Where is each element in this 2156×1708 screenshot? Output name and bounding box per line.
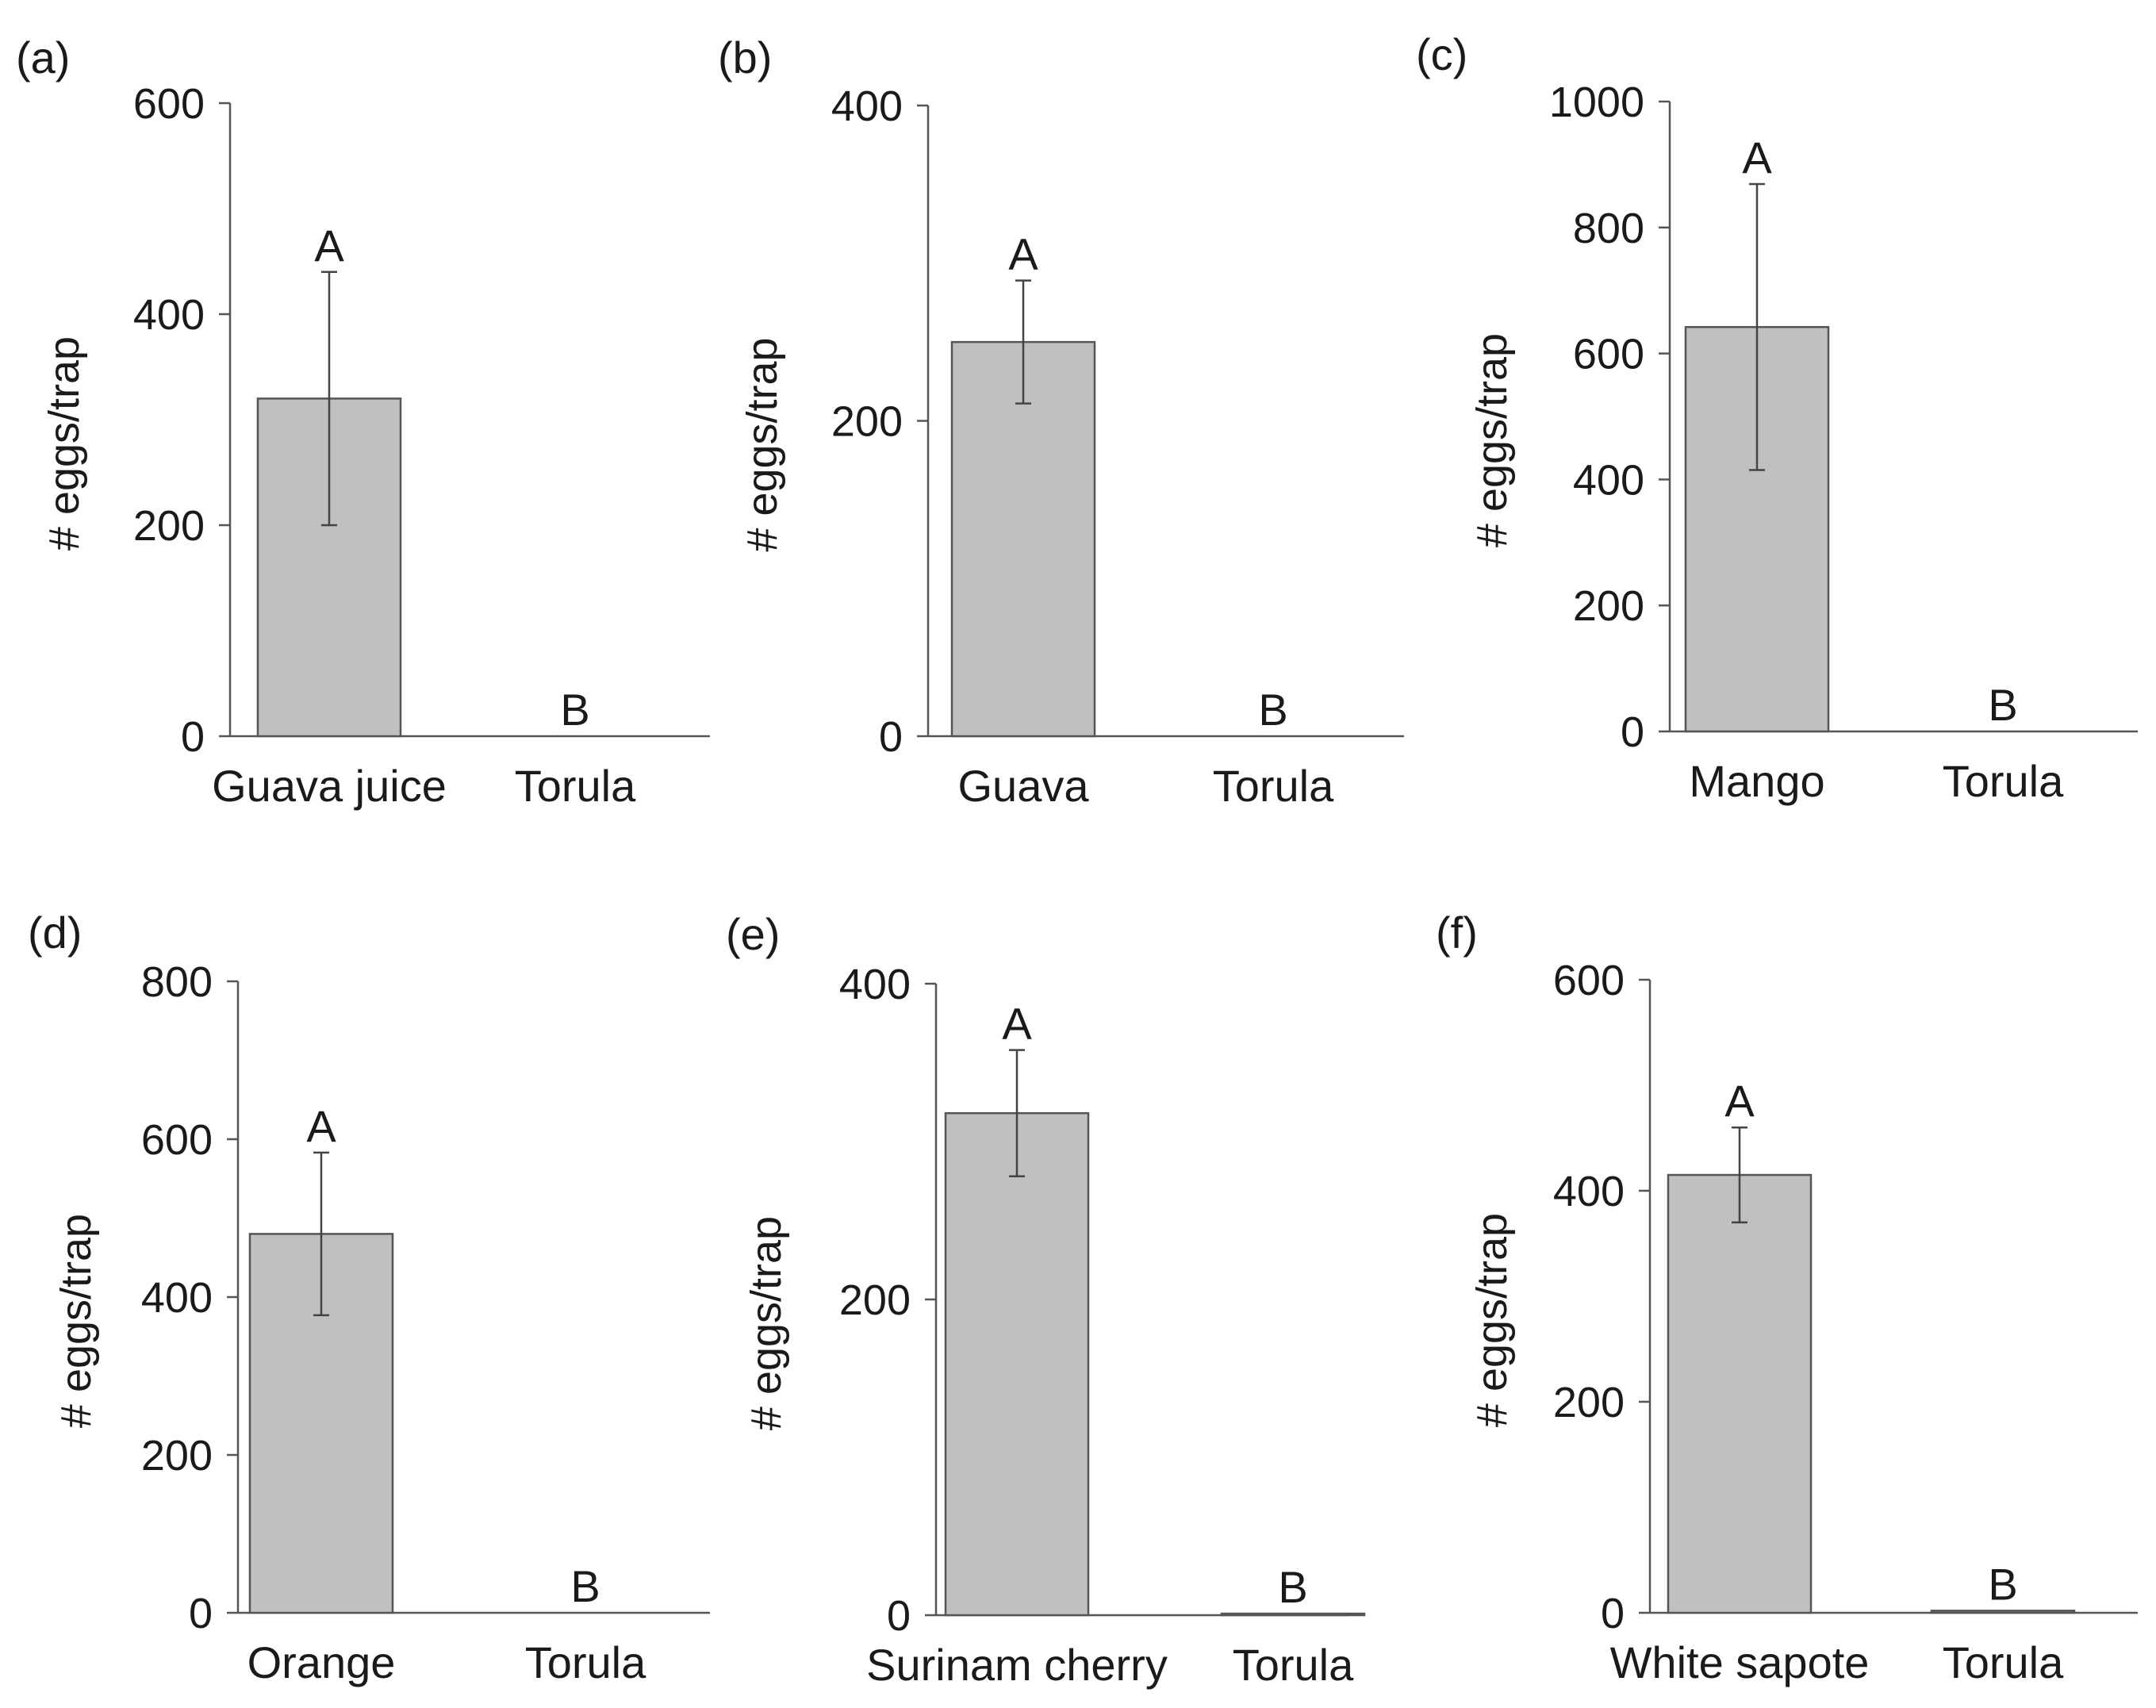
chart-panel-d: (d) 0 200 400 600 800 # eggs/trap A Orange B Torul… xyxy=(28,908,710,1687)
category-label: Guava xyxy=(958,761,1090,811)
y-tick-label: 1000 xyxy=(1549,79,1644,126)
y-tick-label: 600 xyxy=(141,1116,213,1164)
significance-letter: B xyxy=(570,1561,600,1611)
y-axis-label: # eggs/trap xyxy=(742,1216,790,1430)
y-tick-label: 400 xyxy=(133,291,205,339)
panel-label: (e) xyxy=(726,909,780,959)
y-tick-label: 200 xyxy=(831,398,903,446)
y-tick-label: 600 xyxy=(133,80,205,128)
significance-letter: B xyxy=(1278,1562,1307,1612)
bar-white-sapote xyxy=(1667,1173,1813,1614)
y-tick-label: 0 xyxy=(887,1592,911,1640)
significance-letter: B xyxy=(1258,685,1287,735)
bar-torula xyxy=(1220,1612,1366,1617)
category-label: Torula xyxy=(525,1637,646,1687)
y-tick-label: 200 xyxy=(839,1276,911,1324)
y-tick-label: 600 xyxy=(1553,957,1625,1004)
y-tick-label: 400 xyxy=(831,83,903,130)
y-axis-label: # eggs/trap xyxy=(738,337,786,551)
chart-panel-b: (b) 0 200 400 # eggs/trap A Guava B Torula xyxy=(718,33,1404,811)
y-tick-label: 0 xyxy=(181,713,205,761)
y-tick-label: 200 xyxy=(133,502,205,550)
chart-panel-a: (a) 0 200 400 600 # eggs/trap A Guava juice B Tor… xyxy=(16,33,710,811)
y-axis-label: # eggs/trap xyxy=(1468,1213,1516,1427)
significance-letter: B xyxy=(560,685,589,735)
y-tick-label: 800 xyxy=(1573,205,1644,252)
y-tick-label: 200 xyxy=(1573,582,1644,630)
significance-letter: A xyxy=(1008,229,1038,279)
panel-label: (b) xyxy=(718,33,772,83)
category-label: Torula xyxy=(1233,1640,1354,1690)
category-label: Torula xyxy=(1943,756,2064,806)
significance-letter: A xyxy=(1724,1076,1755,1126)
category-label: White sapote xyxy=(1610,1637,1870,1687)
category-label: Torula xyxy=(1213,761,1334,811)
category-label: Torula xyxy=(1943,1637,2064,1687)
y-tick-label: 0 xyxy=(879,713,903,761)
y-tick-label: 0 xyxy=(189,1590,213,1637)
chart-panel-e: (e) 0 200 400 # eggs/trap A Surinam cherry B Tor… xyxy=(726,909,1366,1690)
y-tick-label: 600 xyxy=(1573,331,1644,378)
category-label: Mango xyxy=(1689,756,1824,806)
significance-letter: A xyxy=(1742,132,1772,182)
y-axis-label: # eggs/trap xyxy=(1468,333,1516,547)
y-tick-label: 400 xyxy=(839,961,911,1008)
y-axis-label: # eggs/trap xyxy=(52,1214,100,1428)
category-label: Surinam cherry xyxy=(866,1640,1168,1690)
significance-letter: A xyxy=(314,221,344,271)
category-label: Guava juice xyxy=(212,761,447,811)
significance-letter: A xyxy=(306,1101,336,1151)
y-tick-label: 0 xyxy=(1601,1590,1625,1637)
y-tick-label: 200 xyxy=(141,1432,213,1480)
y-tick-label: 400 xyxy=(141,1274,213,1322)
y-tick-label: 200 xyxy=(1553,1379,1625,1426)
panel-label: (c) xyxy=(1416,29,1467,79)
bar-surinam-cherry xyxy=(944,1111,1090,1617)
significance-letter: A xyxy=(1002,999,1032,1049)
chart-panel-f: (f) 0 200 400 600 # eggs/trap A White sapote B To… xyxy=(1436,908,2138,1687)
category-label: Orange xyxy=(247,1637,396,1687)
y-tick-label: 0 xyxy=(1621,708,1644,756)
significance-letter: B xyxy=(1988,680,2017,730)
significance-letter: B xyxy=(1988,1559,2017,1609)
category-label: Torula xyxy=(515,761,636,811)
y-tick-label: 800 xyxy=(141,958,213,1006)
bar-guava xyxy=(950,340,1096,738)
panel-label: (f) xyxy=(1436,908,1478,958)
panel-label: (d) xyxy=(28,908,82,958)
y-tick-label: 400 xyxy=(1573,456,1644,504)
bar-torula xyxy=(1930,1610,2076,1614)
panel-label: (a) xyxy=(16,33,70,83)
y-axis-label: # eggs/trap xyxy=(40,336,88,551)
chart-panel-c: (c) 0 200 400 600 800 1000 # eggs/trap A Mango B To… xyxy=(1416,29,2138,806)
y-tick-label: 400 xyxy=(1553,1168,1625,1215)
